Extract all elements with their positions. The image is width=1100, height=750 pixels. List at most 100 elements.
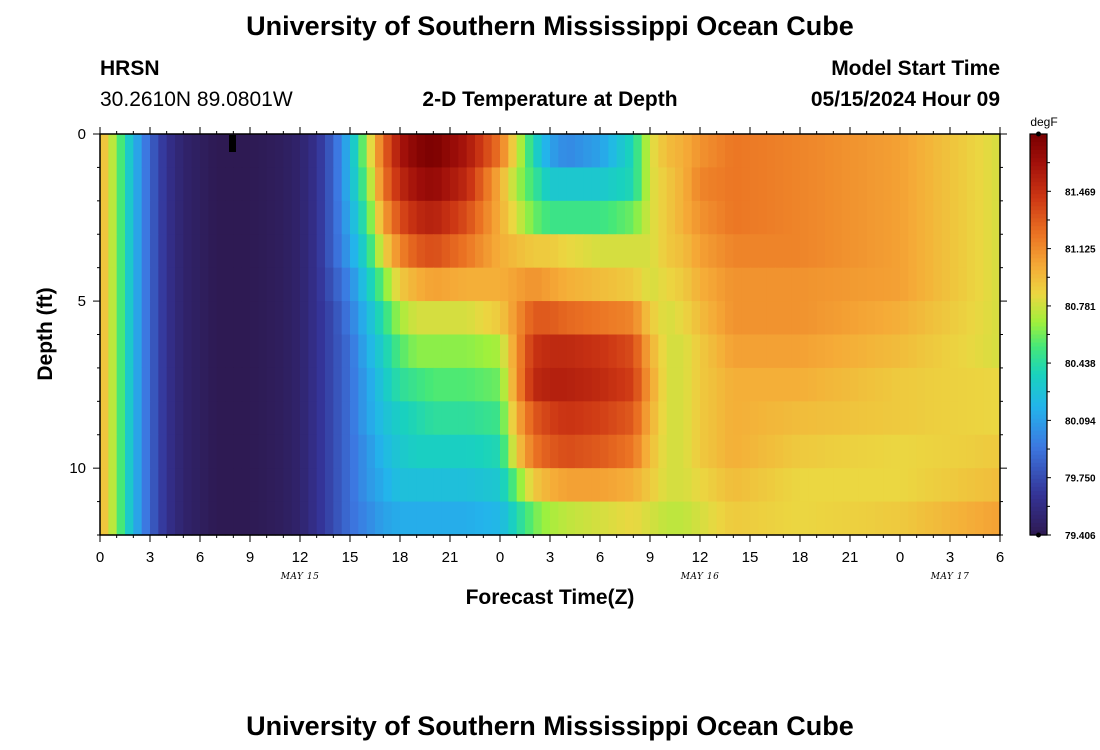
heat-cell xyxy=(175,501,184,536)
heat-cell xyxy=(841,367,851,402)
heat-cell xyxy=(391,134,401,169)
heat-cell xyxy=(733,267,743,302)
colorbar-band xyxy=(1030,414,1047,420)
heat-cell xyxy=(875,334,884,369)
heat-cell xyxy=(475,367,484,402)
heat-cell xyxy=(491,134,501,169)
colorbar-band xyxy=(1030,418,1047,424)
heat-cell xyxy=(600,200,609,235)
heat-cell xyxy=(125,468,134,503)
heat-cell xyxy=(866,200,876,235)
heat-cell xyxy=(158,501,168,536)
heat-cell xyxy=(658,134,668,169)
heat-cell xyxy=(408,134,418,169)
heat-cell xyxy=(866,501,876,536)
heat-cell xyxy=(291,434,301,469)
heat-cell xyxy=(341,301,351,336)
colorbar-band xyxy=(1030,358,1047,364)
heat-cell xyxy=(358,200,368,235)
heat-cell xyxy=(366,134,376,169)
heat-cell xyxy=(625,401,634,436)
heat-cell xyxy=(591,334,601,369)
heat-cell xyxy=(333,434,343,469)
heat-cell xyxy=(366,434,376,469)
heat-cell xyxy=(883,401,893,436)
heat-cell xyxy=(641,301,651,336)
heat-cell xyxy=(858,401,868,436)
colorbar-band xyxy=(1030,254,1047,259)
heat-cell xyxy=(166,468,176,503)
heat-cell xyxy=(900,501,909,536)
heat-cell xyxy=(358,468,368,503)
heat-cell xyxy=(133,468,143,503)
heat-cell xyxy=(816,501,826,536)
heat-cell xyxy=(933,200,943,235)
heat-cell xyxy=(641,134,651,169)
heat-cell xyxy=(475,200,484,235)
heat-cell xyxy=(441,401,451,436)
heat-cell xyxy=(166,301,176,336)
heat-cell xyxy=(208,167,218,202)
heat-cell xyxy=(825,200,834,235)
heat-cell xyxy=(133,134,143,169)
heat-cell xyxy=(266,301,276,336)
heat-cell xyxy=(891,367,901,402)
heat-cell xyxy=(458,267,468,302)
heat-cell xyxy=(725,367,734,402)
heat-cell xyxy=(475,334,484,369)
heat-cell xyxy=(883,501,893,536)
heat-cell xyxy=(641,468,651,503)
heat-cell xyxy=(500,501,509,536)
heat-cell xyxy=(558,200,568,235)
heat-cell xyxy=(441,501,451,536)
heat-cell xyxy=(758,501,768,536)
heat-cell xyxy=(150,234,159,269)
heat-cell xyxy=(275,334,284,369)
heat-cell xyxy=(233,301,243,336)
heat-cell xyxy=(333,200,343,235)
heat-cell xyxy=(316,301,326,336)
heat-cell xyxy=(783,468,793,503)
heat-cell xyxy=(308,334,318,369)
heat-cell xyxy=(250,401,259,436)
heat-cell xyxy=(908,167,918,202)
heat-cell xyxy=(766,167,776,202)
heat-cell xyxy=(258,301,268,336)
heat-cell xyxy=(541,434,551,469)
heat-cell xyxy=(683,401,693,436)
heat-cell xyxy=(775,401,784,436)
heat-cell xyxy=(266,334,276,369)
heat-cell xyxy=(591,301,601,336)
heat-cell xyxy=(708,200,718,235)
heat-cell xyxy=(191,367,201,402)
heat-cell xyxy=(575,468,584,503)
heat-cell xyxy=(558,434,568,469)
heat-cell xyxy=(566,501,576,536)
heat-cell xyxy=(841,267,851,302)
heat-cell xyxy=(333,501,343,536)
heat-cell xyxy=(408,334,418,369)
heat-cell xyxy=(108,301,118,336)
heat-cell xyxy=(466,234,476,269)
heat-cell xyxy=(625,301,634,336)
heat-cell xyxy=(766,267,776,302)
heat-cell xyxy=(950,434,959,469)
heat-cell xyxy=(758,301,768,336)
heat-cell xyxy=(441,468,451,503)
heat-cell xyxy=(283,267,293,302)
heat-cell xyxy=(708,334,718,369)
heat-cell xyxy=(666,501,676,536)
heat-cell xyxy=(533,434,543,469)
heat-cell xyxy=(533,501,543,536)
heat-cell xyxy=(575,167,584,202)
heat-cell xyxy=(850,334,859,369)
heat-cell xyxy=(741,401,751,436)
heat-cell xyxy=(250,267,259,302)
heat-cell xyxy=(858,501,868,536)
colorbar-band xyxy=(1030,350,1047,356)
heat-cell xyxy=(766,200,776,235)
heat-cell xyxy=(433,200,443,235)
heat-cell xyxy=(983,234,993,269)
heat-cell xyxy=(241,501,251,536)
heat-cell xyxy=(950,234,959,269)
